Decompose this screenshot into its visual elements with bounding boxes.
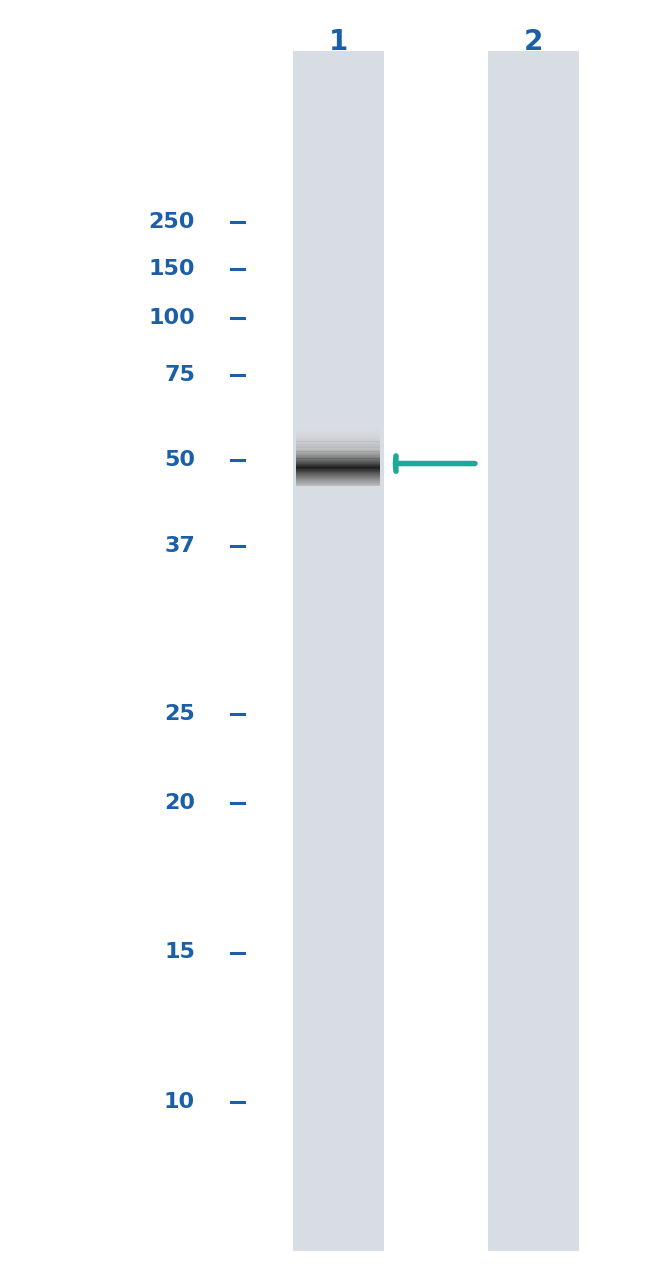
Text: 250: 250 xyxy=(149,212,195,232)
Text: 37: 37 xyxy=(164,536,195,556)
Text: 10: 10 xyxy=(164,1092,195,1113)
Text: 20: 20 xyxy=(164,792,195,813)
Text: 50: 50 xyxy=(164,450,195,470)
Text: 1: 1 xyxy=(328,28,348,56)
Text: 75: 75 xyxy=(164,364,195,385)
Text: 25: 25 xyxy=(164,704,195,724)
Bar xyxy=(292,51,384,1251)
Bar xyxy=(488,51,578,1251)
Text: 15: 15 xyxy=(164,942,195,963)
Text: 100: 100 xyxy=(148,307,195,328)
Text: 2: 2 xyxy=(523,28,543,56)
Text: 150: 150 xyxy=(148,259,195,279)
